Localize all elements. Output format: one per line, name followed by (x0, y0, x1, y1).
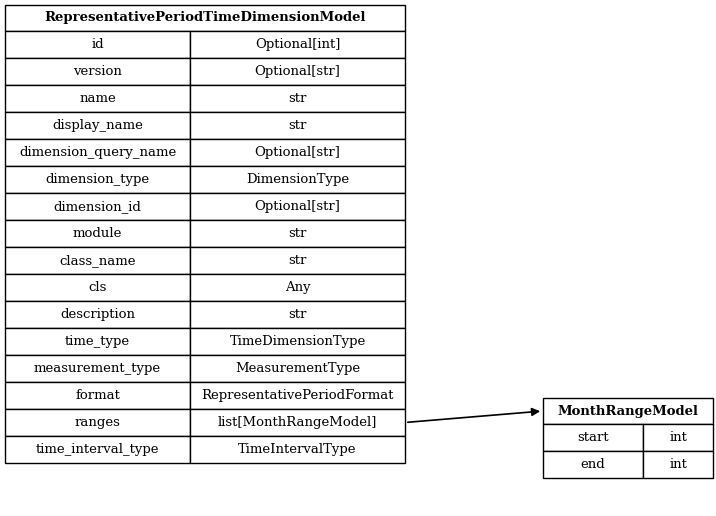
Text: dimension_type: dimension_type (45, 173, 150, 186)
Text: str: str (289, 254, 306, 267)
Bar (5, 220, 190, 247)
Text: Optional[str]: Optional[str] (255, 146, 340, 159)
Text: TimeIntervalType: TimeIntervalType (238, 443, 357, 456)
Text: version: version (73, 65, 122, 78)
Bar (5, 328, 190, 355)
Text: format: format (75, 389, 120, 402)
Bar (190, 112, 405, 139)
Text: str: str (289, 308, 306, 321)
Bar (5, 5, 405, 31)
Bar (543, 451, 643, 478)
Bar (190, 85, 405, 112)
Text: dimension_query_name: dimension_query_name (19, 146, 176, 159)
Bar (543, 398, 713, 424)
Text: Any: Any (285, 281, 310, 294)
Bar (5, 85, 190, 112)
Bar (5, 409, 190, 436)
Bar (190, 166, 405, 193)
Text: int: int (669, 431, 687, 444)
Bar (190, 328, 405, 355)
Bar (5, 166, 190, 193)
Text: cls: cls (88, 281, 107, 294)
Text: measurement_type: measurement_type (34, 362, 161, 375)
Bar (543, 424, 643, 451)
Bar (5, 436, 190, 463)
Bar (190, 409, 405, 436)
Bar (190, 382, 405, 409)
Text: module: module (73, 227, 122, 240)
Text: ranges: ranges (74, 416, 120, 429)
Bar (5, 301, 190, 328)
Text: str: str (289, 119, 306, 132)
Text: start: start (577, 431, 609, 444)
Bar (5, 274, 190, 301)
Text: name: name (79, 92, 116, 105)
Bar (190, 220, 405, 247)
Text: class_name: class_name (59, 254, 136, 267)
Text: list[MonthRangeModel]: list[MonthRangeModel] (218, 416, 377, 429)
Text: RepresentativePeriodFormat: RepresentativePeriodFormat (201, 389, 394, 402)
Text: id: id (91, 38, 104, 51)
Bar (5, 355, 190, 382)
Bar (5, 193, 190, 220)
Bar (5, 58, 190, 85)
Text: Optional[str]: Optional[str] (255, 65, 340, 78)
Text: TimeDimensionType: TimeDimensionType (229, 335, 366, 348)
Bar (190, 193, 405, 220)
Text: int: int (669, 458, 687, 471)
Bar (5, 31, 190, 58)
Bar (190, 247, 405, 274)
Bar (5, 139, 190, 166)
Text: MonthRangeModel: MonthRangeModel (558, 405, 699, 417)
Text: time_interval_type: time_interval_type (36, 443, 159, 456)
Bar (5, 112, 190, 139)
Text: Optional[str]: Optional[str] (255, 200, 340, 213)
Bar (190, 58, 405, 85)
Text: str: str (289, 92, 306, 105)
Text: RepresentativePeriodTimeDimensionModel: RepresentativePeriodTimeDimensionModel (44, 11, 366, 24)
Text: end: end (581, 458, 605, 471)
Bar (190, 274, 405, 301)
Bar (190, 139, 405, 166)
Text: Optional[int]: Optional[int] (255, 38, 340, 51)
Text: str: str (289, 227, 306, 240)
Bar (643, 424, 713, 451)
Bar (5, 247, 190, 274)
Bar (190, 355, 405, 382)
Bar (190, 436, 405, 463)
Text: DimensionType: DimensionType (246, 173, 349, 186)
Bar (5, 382, 190, 409)
Text: time_type: time_type (65, 335, 130, 348)
Bar (643, 451, 713, 478)
Bar (190, 31, 405, 58)
Bar (190, 301, 405, 328)
Text: description: description (60, 308, 135, 321)
Text: dimension_id: dimension_id (54, 200, 142, 213)
Text: MeasurementType: MeasurementType (235, 362, 360, 375)
Text: display_name: display_name (52, 119, 143, 132)
